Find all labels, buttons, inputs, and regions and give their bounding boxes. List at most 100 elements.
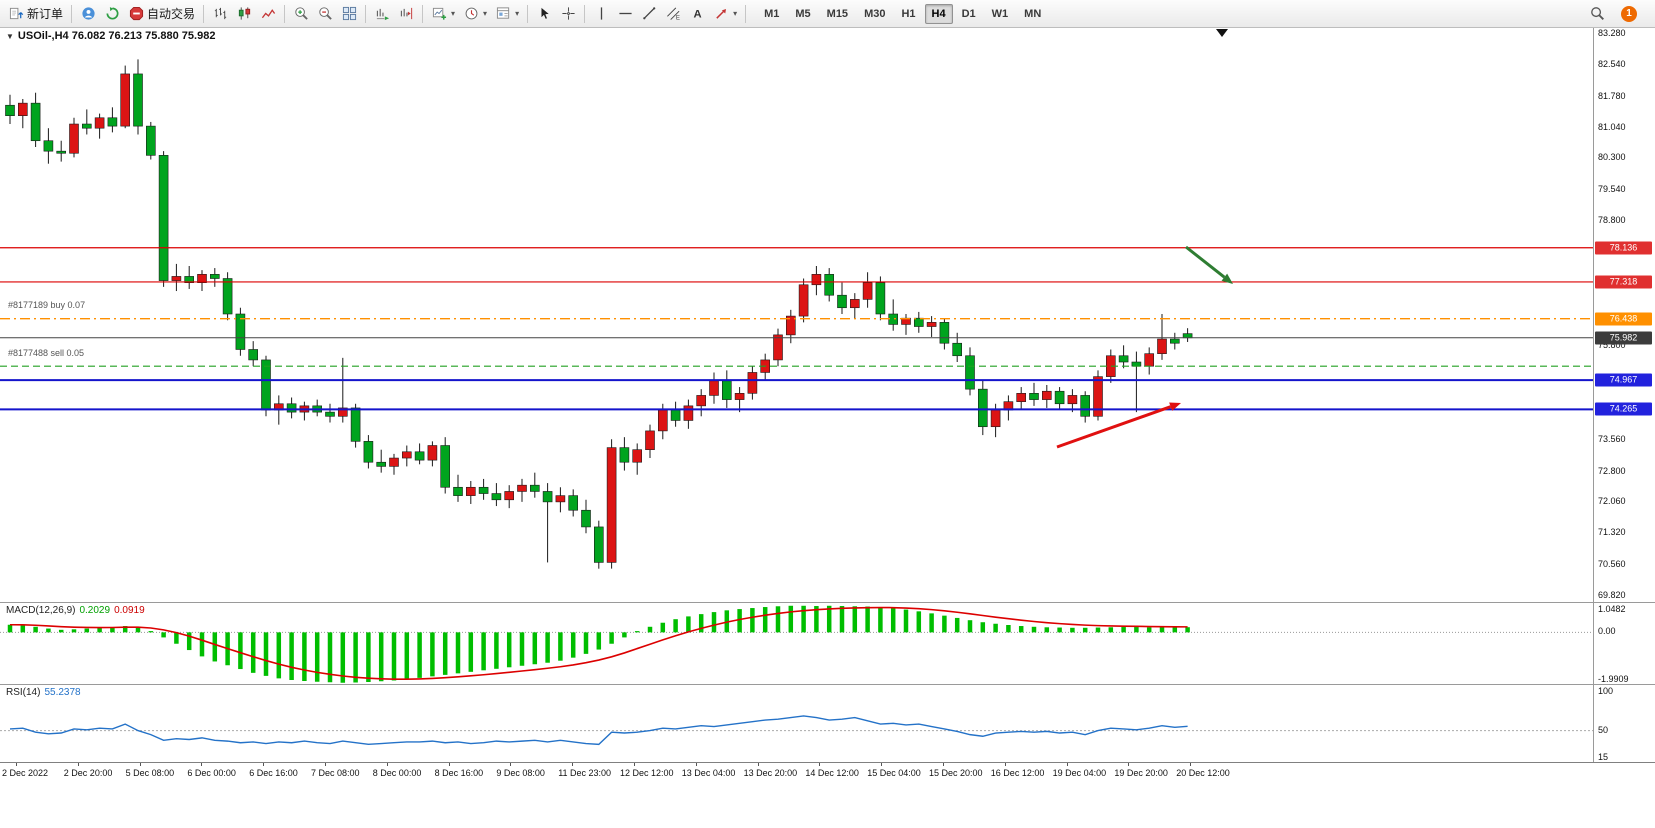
timeframe-mn-button[interactable]: MN: [1024, 7, 1042, 20]
toolbar-separator: [527, 4, 529, 23]
period-clock-icon: [463, 6, 479, 22]
time-axis-tick: [1128, 763, 1130, 766]
arrow-annotation[interactable]: [1185, 245, 1233, 284]
time-axis[interactable]: 2 Dec 2022 2 Dec 20:00 5 Dec 08:00 6 Dec 00…: [0, 762, 1655, 828]
time-axis-label: 8 Dec 16:00: [434, 768, 484, 778]
timeframe-w1-button[interactable]: W1: [991, 7, 1009, 20]
timeframes-dropdown-button[interactable]: ▾: [459, 4, 491, 24]
one-click-trading-toggle[interactable]: ▼: [6, 31, 14, 41]
time-axis-label: 7 Dec 08:00: [311, 768, 360, 778]
equidistant-channel-button[interactable]: E: [661, 4, 685, 24]
timeframe-m5-button[interactable]: M5: [795, 7, 811, 20]
rsi-axis[interactable]: 100 50 15: [1593, 685, 1655, 762]
trendline-button[interactable]: [637, 4, 661, 24]
time-axis-tick: [386, 763, 388, 766]
crosshair-button[interactable]: [556, 4, 580, 24]
arrow-annotation[interactable]: [1056, 402, 1181, 449]
timeframe-m15-button[interactable]: M15: [826, 7, 849, 20]
toolbar-separator: [365, 4, 367, 23]
price-level-chip: 75.982: [1595, 331, 1652, 345]
macd-svg[interactable]: [0, 604, 1593, 685]
time-axis-label: 13 Dec 04:00: [681, 768, 736, 778]
time-axis-tick: [943, 763, 944, 766]
price-axis[interactable]: 83.280 82.540 81.780 81.040 80.300 79.540 78.8…: [1593, 28, 1655, 602]
toolbar-separator: [71, 4, 73, 23]
new-chart-button[interactable]: ▾: [427, 4, 459, 24]
time-axis-label: 2 Dec 20:00: [63, 768, 113, 778]
tile-windows-icon: [341, 6, 357, 22]
horizontal-lines-layer[interactable]: [0, 247, 1593, 411]
price-axis-label: 72.800: [1598, 465, 1626, 476]
rsi-svg[interactable]: [0, 686, 1593, 763]
auto-trading-icon: [128, 6, 144, 22]
price-axis-label: 79.540: [1598, 184, 1626, 195]
timeframe-h1-button[interactable]: H1: [901, 7, 916, 20]
toolbar-separator: [584, 4, 586, 23]
toolbar-separator: [422, 4, 424, 23]
macd-axis[interactable]: 1.0482 0.00 -1.9909: [1593, 603, 1655, 684]
price-axis-label: 70.560: [1598, 559, 1626, 570]
new-order-button[interactable]: 新订单: [4, 3, 67, 24]
chart-shift-button[interactable]: [394, 4, 418, 24]
chart-shift-icon: [398, 6, 414, 22]
price-chart-svg[interactable]: [0, 28, 1593, 600]
timeframe-m1-button[interactable]: M1: [764, 7, 780, 20]
rsi-axis-label: 50: [1598, 724, 1609, 735]
rsi-line: [9, 715, 1188, 746]
line-chart-icon: [260, 6, 276, 22]
timeframe-h4-button[interactable]: H4: [924, 3, 953, 24]
time-axis-label: 15 Dec 20:00: [929, 768, 983, 778]
tile-windows-button[interactable]: [337, 4, 361, 24]
macd-indicator-panel[interactable]: 1.0482 0.00 -1.9909 MACD(12,26,9) 0.2029 0…: [0, 602, 1655, 684]
price-axis-label: 80.300: [1598, 152, 1626, 163]
auto-scroll-button[interactable]: [370, 4, 394, 24]
arrows-tool-button[interactable]: ▾: [709, 4, 741, 24]
time-axis-tick: [77, 763, 79, 766]
time-axis-tick: [1004, 763, 1006, 766]
time-axis-label: 2 Dec 2022: [2, 768, 49, 778]
candlestick-chart-button[interactable]: [232, 4, 256, 24]
macd-axis-label: -1.9909: [1598, 674, 1629, 684]
search-icon: [1589, 6, 1605, 22]
time-axis-tick: [881, 763, 883, 766]
price-axis-label: 81.040: [1598, 121, 1626, 132]
line-chart-button[interactable]: [256, 4, 280, 24]
macd-signal-value: 0.0919: [114, 605, 145, 616]
crosshair-icon: [560, 6, 576, 22]
notifications-button[interactable]: 1: [1617, 4, 1641, 24]
search-button[interactable]: [1585, 4, 1609, 24]
auto-scroll-icon: [374, 6, 390, 22]
price-axis-label: 71.320: [1598, 527, 1626, 538]
candlestick-icon: [236, 6, 252, 22]
cursor-button[interactable]: [532, 4, 556, 24]
arrows-tool-icon: [713, 6, 729, 22]
trendline-icon: [641, 6, 657, 22]
market-button[interactable]: [100, 4, 124, 24]
zoom-out-button[interactable]: [313, 4, 337, 24]
algo-trading-button[interactable]: 自动交易: [124, 3, 199, 24]
horizontal-line-button[interactable]: [613, 4, 637, 24]
vertical-line-button[interactable]: [589, 4, 613, 24]
price-axis-label: 73.560: [1598, 433, 1626, 444]
mql5-community-button[interactable]: [76, 4, 100, 24]
time-axis-label: 14 Dec 12:00: [805, 768, 859, 778]
price-level-chip: 74.265: [1595, 402, 1652, 416]
bar-chart-button[interactable]: [208, 4, 232, 24]
cursor-icon: [536, 6, 552, 22]
time-axis-label: 5 Dec 08:00: [125, 768, 175, 778]
price-level-chip: 74.967: [1595, 373, 1652, 387]
horizontal-line-icon: [617, 6, 633, 22]
text-tool-button[interactable]: A: [685, 4, 709, 24]
time-axis-label: 9 Dec 08:00: [496, 768, 545, 778]
timeframe-m30-button[interactable]: M30: [864, 7, 886, 20]
order-label: #8177189 buy 0.07: [8, 300, 86, 311]
timeframe-d1-button[interactable]: D1: [961, 7, 976, 20]
price-chart-panel[interactable]: 83.280 82.540 81.780 81.040 80.300 79.540 78.8…: [0, 28, 1655, 602]
price-level-chip: 78.136: [1595, 241, 1652, 255]
zoom-in-button[interactable]: [289, 4, 313, 24]
chart-shift-marker[interactable]: [1216, 29, 1228, 37]
rsi-indicator-panel[interactable]: 100 50 15 RSI(14) 55.2378: [0, 684, 1655, 762]
templates-button[interactable]: ▾: [491, 4, 523, 24]
toolbar-separator: [284, 4, 286, 23]
templates-icon: [495, 6, 511, 22]
